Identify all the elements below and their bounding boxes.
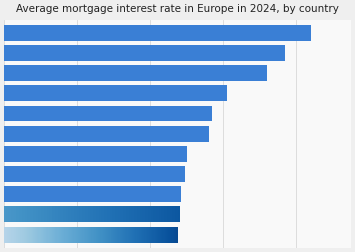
Bar [4, 167, 185, 182]
Bar [4, 86, 227, 102]
Bar [4, 26, 311, 41]
Bar [4, 126, 208, 142]
Bar [4, 106, 212, 122]
Title: Average mortgage interest rate in Europe in 2024, by country: Average mortgage interest rate in Europe… [16, 4, 339, 14]
Bar [4, 146, 187, 162]
Bar [4, 66, 267, 82]
Bar [4, 46, 285, 61]
Bar [4, 187, 181, 202]
